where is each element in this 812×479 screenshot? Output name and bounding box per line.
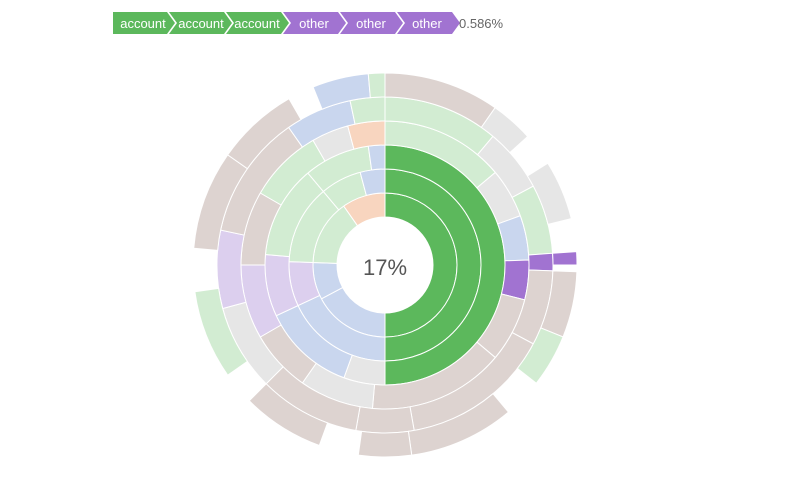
breadcrumb-step-5[interactable]: other (340, 12, 403, 34)
sunburst-segment-44[interactable] (516, 327, 564, 384)
sunburst-arcs (193, 72, 578, 458)
center-hole (337, 217, 433, 313)
breadcrumb-step-6-label: other (412, 16, 442, 31)
sunburst-segment-50[interactable] (227, 98, 302, 170)
breadcrumb-step-4-shape (283, 12, 346, 34)
breadcrumb-step-2-label: account (178, 16, 224, 31)
center-percentage: 17% (363, 255, 407, 280)
breadcrumb-step-2-shape (169, 12, 232, 34)
segment-other-depth-5[interactable] (528, 252, 554, 272)
breadcrumb-step-4-label: other (299, 16, 329, 31)
breadcrumb-step-3-shape (226, 12, 289, 34)
breadcrumb: account account account other other othe… (113, 12, 504, 34)
breadcrumb-step-2[interactable]: account (169, 12, 232, 34)
breadcrumb-percentage: 0.586% (459, 16, 504, 31)
segment-other-depth-6[interactable] (552, 251, 578, 266)
sunburst-segment-39[interactable] (349, 96, 386, 125)
sunburst-segment-41[interactable] (480, 107, 529, 154)
segment-other-depth-4[interactable] (500, 259, 530, 301)
breadcrumb-step-1-shape (113, 12, 175, 34)
sunburst-segment-27[interactable] (347, 120, 386, 150)
breadcrumb-step-3[interactable]: account (226, 12, 289, 34)
breadcrumb-step-5-label: other (356, 16, 386, 31)
breadcrumb-step-1[interactable]: account (113, 12, 175, 34)
breadcrumb-step-4[interactable]: other (283, 12, 346, 34)
sunburst-segment-47[interactable] (248, 383, 329, 447)
sunburst-segment-46[interactable] (357, 430, 413, 458)
sunburst-segment-52[interactable] (367, 72, 386, 99)
breadcrumb-step-6-shape (397, 12, 460, 34)
sunburst-segment-15[interactable] (367, 144, 386, 171)
sunburst-segment-33[interactable] (355, 406, 415, 434)
breadcrumb-step-1-label: account (120, 16, 166, 31)
sunburst-segment-48[interactable] (194, 287, 249, 376)
sunburst-segment-42[interactable] (526, 162, 572, 225)
breadcrumb-step-6[interactable]: other (397, 12, 460, 34)
breadcrumb-step-5-shape (340, 12, 403, 34)
breadcrumb-step-3-label: account (234, 16, 280, 31)
